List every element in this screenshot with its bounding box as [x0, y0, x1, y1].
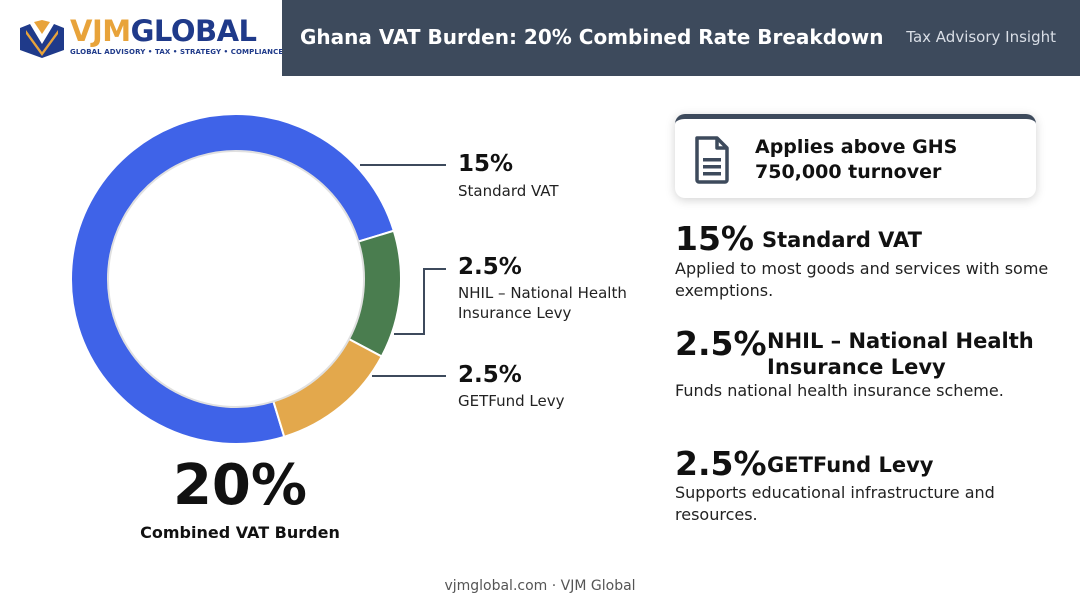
detail-standard-vat: 15% Standard VAT Applied to most goods a… [675, 222, 1065, 302]
detail-nhil: 2.5% NHIL – National Health Insurance Le… [675, 327, 1065, 427]
header-right-label: Tax Advisory Insight [906, 28, 1056, 46]
callout-label-nhil: NHIL – National Health Insurance Levy [458, 284, 627, 322]
detail-pct: 15% [675, 219, 754, 258]
page-title: Ghana VAT Burden: 20% Combined Rate Brea… [300, 25, 884, 49]
footer: vjmglobal.com · VJM Global [444, 578, 636, 594]
callout-pct-nhil: 2.5% [458, 254, 522, 280]
detail-pct: 2.5% [675, 324, 767, 363]
detail-title: GETFund Levy [767, 453, 934, 477]
donut-chart [70, 113, 446, 445]
callout-label-getfund: GETFund Levy [458, 392, 565, 410]
slice-standard-vat [70, 113, 396, 445]
detail-getfund: 2.5% GETFund Levy Supports educational i… [675, 447, 1065, 527]
logo-wordmark: VJMGLOBAL [70, 17, 257, 46]
title-bar: Ghana VAT Burden: 20% Combined Rate Brea… [282, 0, 1080, 76]
leader-line-nhil [394, 268, 446, 335]
combined-rate-value: 20% [172, 453, 308, 518]
combined-rate-label: Combined VAT Burden [140, 523, 340, 542]
turnover-threshold-card: Applies above GHS 750,000 turnover [675, 114, 1036, 198]
document-icon [695, 136, 729, 184]
donut-inner-edge [107, 150, 365, 408]
logo-brand-part2: GLOBAL [130, 14, 257, 48]
logo-tagline: GLOBAL ADVISORY • TAX • STRATEGY • COMPL… [70, 48, 284, 56]
slice-nhil [347, 229, 402, 358]
detail-desc: Supports educational infrastructure and … [675, 483, 995, 524]
logo-mark-icon [20, 20, 64, 58]
turnover-threshold-text: Applies above GHS 750,000 turnover [755, 136, 958, 183]
detail-desc: Funds national health insurance scheme. [675, 381, 1004, 400]
slice-getfund [272, 337, 384, 439]
logo-brand-part1: VJM [70, 14, 131, 48]
detail-title: NHIL – National Health Insurance Levy [767, 329, 1034, 379]
callout-pct-standard-vat: 15% [458, 151, 514, 177]
callout-label-standard-vat: Standard VAT [458, 182, 559, 200]
logo: VJMGLOBAL GLOBAL ADVISORY • TAX • STRATE… [0, 0, 284, 76]
detail-desc: Applied to most goods and services with … [675, 259, 1049, 300]
detail-title: Standard VAT [762, 228, 922, 252]
header: VJMGLOBAL GLOBAL ADVISORY • TAX • STRATE… [0, 0, 1080, 76]
detail-pct: 2.5% [675, 444, 767, 483]
callout-pct-getfund: 2.5% [458, 362, 522, 388]
